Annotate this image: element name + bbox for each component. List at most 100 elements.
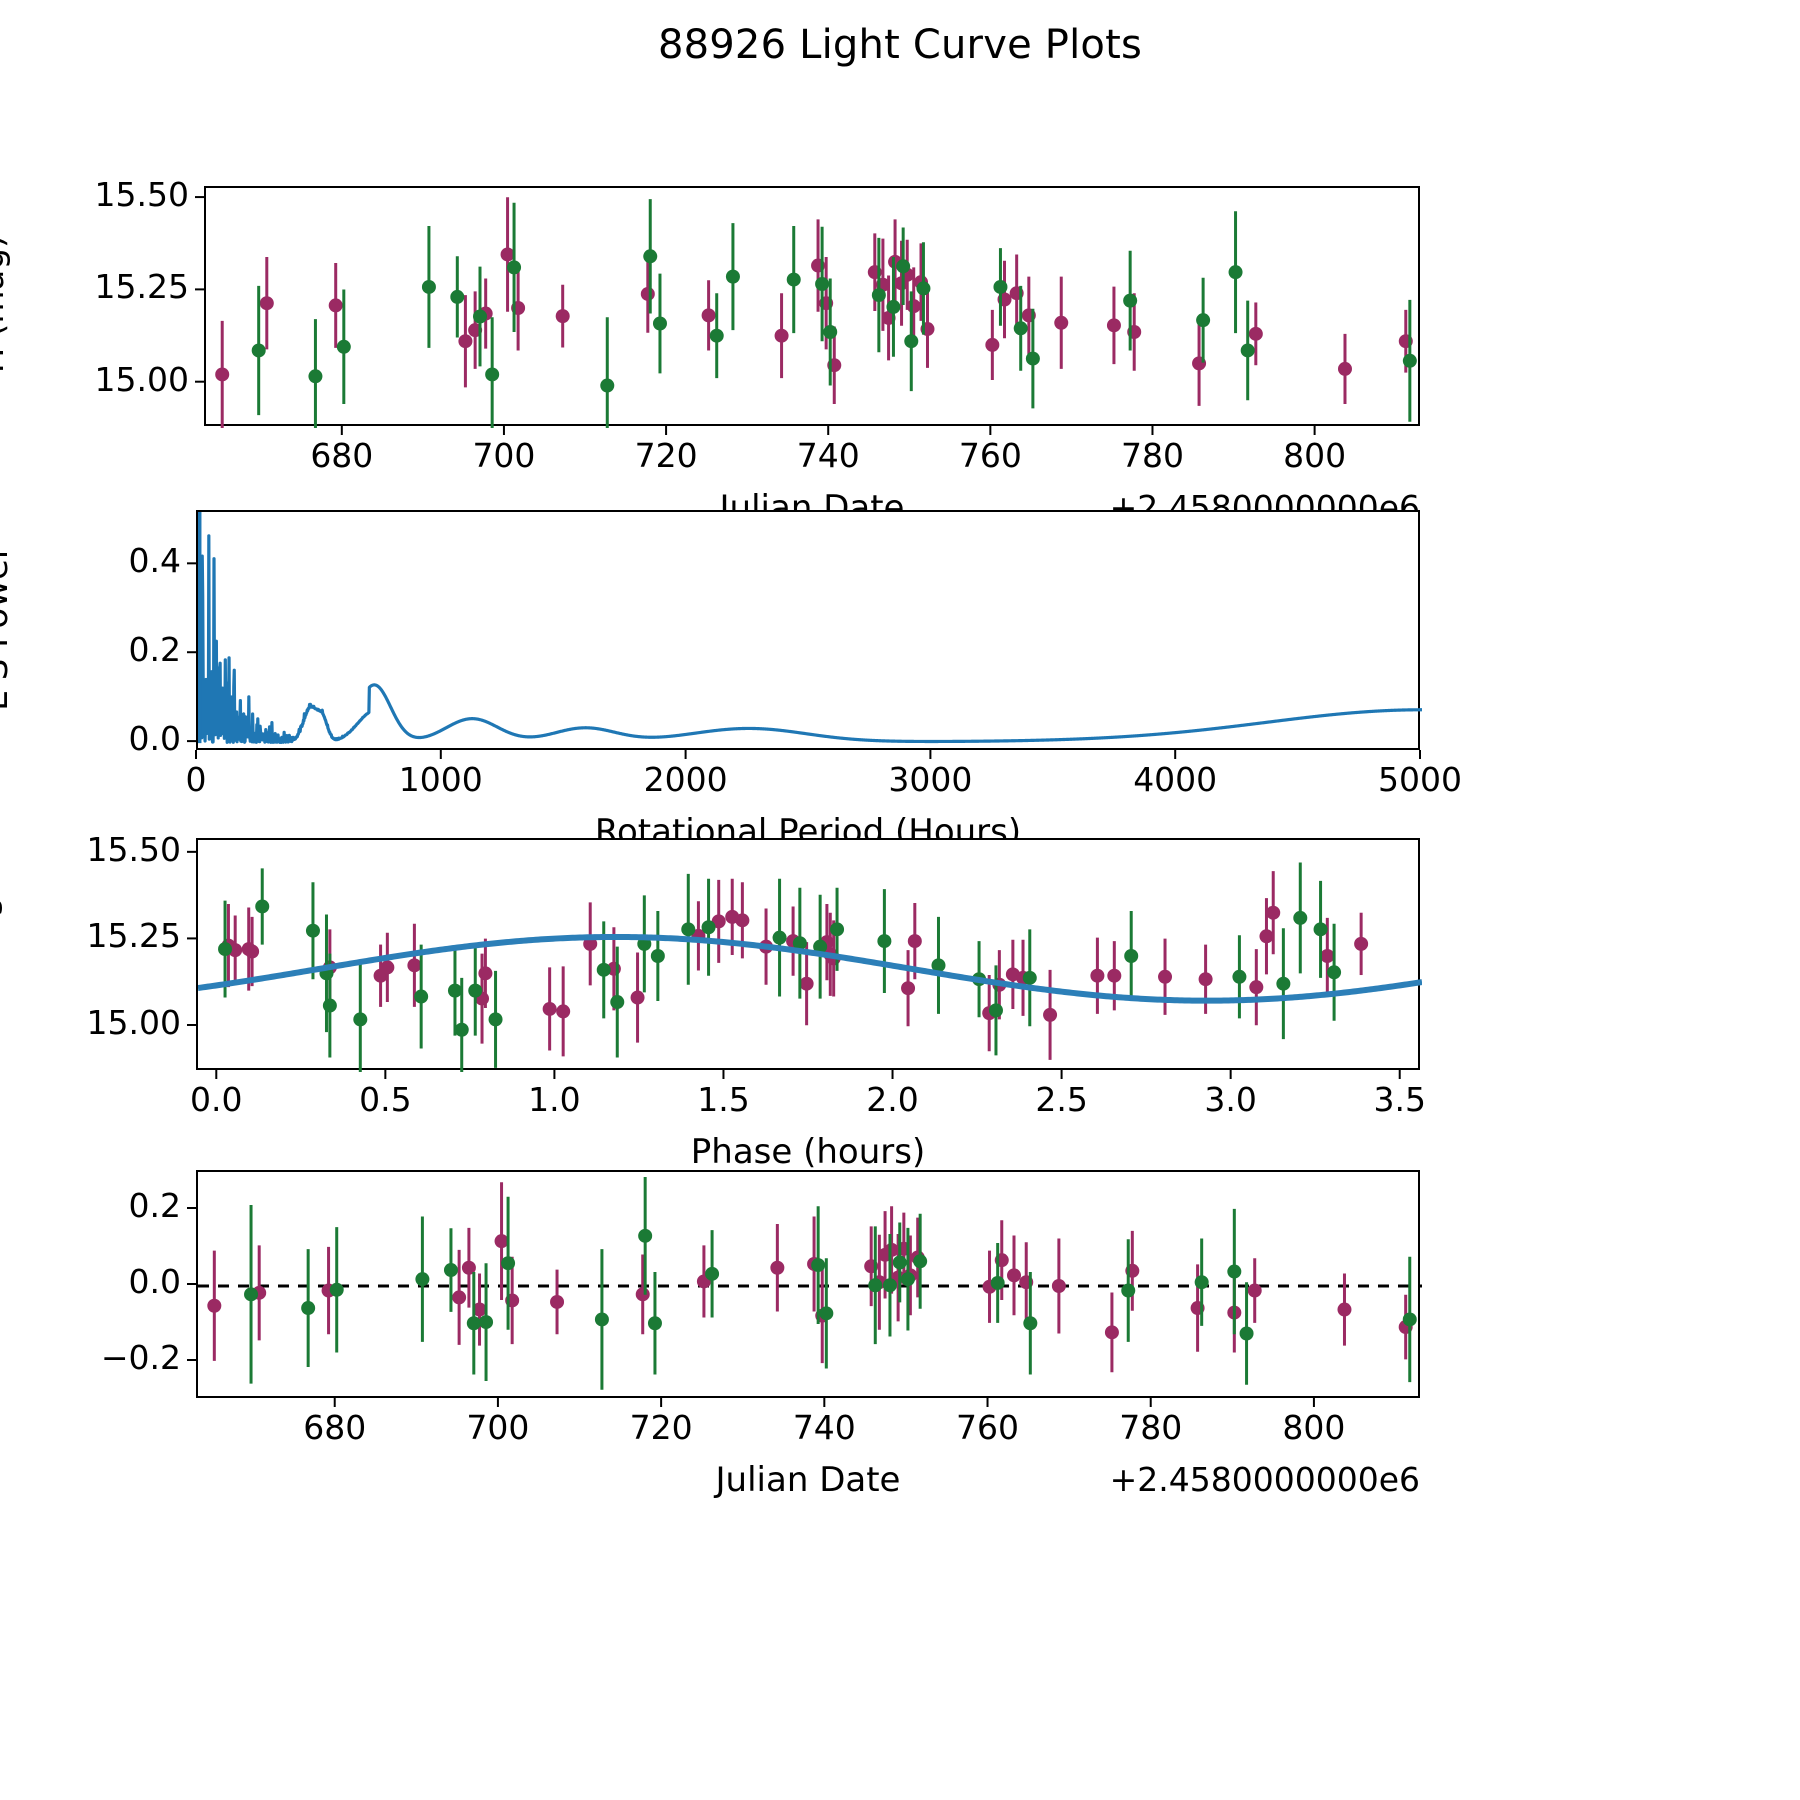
- data-point: [882, 1278, 897, 1293]
- phase-x-tick-label: 0.5: [359, 1080, 412, 1119]
- phase-y-tick-label: 15.50: [86, 829, 181, 869]
- data-point: [255, 899, 270, 914]
- residuals-plot-area: [198, 1176, 1422, 1390]
- residuals-x-tick-label: 680: [303, 1408, 367, 1447]
- data-point: [988, 1003, 1003, 1018]
- data-point: [251, 343, 266, 358]
- data-point: [1320, 949, 1335, 963]
- data-point: [443, 1263, 458, 1278]
- data-point: [421, 279, 436, 294]
- data-point: [884, 1242, 899, 1257]
- phase-x-tick-label: 0.0: [190, 1080, 243, 1119]
- data-point: [823, 325, 838, 339]
- phase-y-tick-label: 15.00: [86, 1002, 181, 1042]
- data-point: [207, 1298, 222, 1313]
- periodogram-x-tick-label: 1000: [398, 760, 483, 799]
- data-point: [647, 1316, 662, 1331]
- data-point: [1007, 1268, 1021, 1283]
- data-point: [407, 958, 422, 973]
- data-point: [353, 1012, 368, 1027]
- data-point: [640, 286, 655, 301]
- data-point: [1025, 351, 1040, 366]
- periodogram-x-tick-label: 4000: [1133, 760, 1218, 799]
- data-point: [244, 1287, 259, 1302]
- data-point: [643, 249, 658, 264]
- phase-x-tick-label: 3.0: [1204, 1080, 1257, 1119]
- data-point: [542, 1001, 557, 1016]
- data-point: [1023, 1316, 1038, 1331]
- data-point: [906, 299, 921, 314]
- data-point: [322, 998, 337, 1013]
- data-point: [500, 247, 515, 262]
- data-point: [1013, 321, 1028, 336]
- periodogram-y-tick-label: 0.2: [128, 630, 181, 670]
- data-point: [635, 1287, 650, 1302]
- lightcurve-x-tick-label: 780: [1120, 436, 1184, 475]
- data-point: [681, 922, 696, 937]
- data-point: [308, 369, 323, 384]
- lightcurve-y-tick-label: 15.00: [94, 359, 189, 399]
- data-point: [583, 936, 598, 951]
- data-point: [901, 981, 916, 996]
- data-point: [735, 913, 750, 928]
- data-point: [1327, 965, 1342, 980]
- data-point: [259, 296, 274, 311]
- data-point: [1240, 343, 1255, 358]
- data-point: [711, 914, 726, 929]
- data-point: [594, 1312, 609, 1327]
- data-point: [1313, 922, 1328, 937]
- data-point: [454, 1022, 469, 1037]
- data-point: [1402, 353, 1417, 368]
- data-point: [1337, 361, 1352, 376]
- data-point: [913, 1254, 928, 1269]
- data-point: [329, 1282, 344, 1297]
- data-point: [1276, 976, 1291, 991]
- periodogram-x-tick-label: 2000: [643, 760, 728, 799]
- data-point: [600, 378, 615, 393]
- data-point: [458, 334, 473, 349]
- data-point: [892, 1255, 907, 1270]
- residuals-x-tick-label: 740: [792, 1408, 856, 1447]
- data-point: [1247, 1283, 1262, 1298]
- data-point: [472, 1302, 487, 1317]
- data-point: [414, 989, 429, 1004]
- data-point: [985, 337, 1000, 352]
- data-point: [336, 339, 351, 354]
- data-point: [1051, 1279, 1066, 1293]
- data-point: [652, 316, 667, 331]
- data-point: [478, 966, 493, 981]
- phase-y-tick-label: 15.25: [86, 916, 181, 956]
- phase-x-tick-label: 2.5: [1035, 1080, 1088, 1119]
- data-series-magenta: [207, 1182, 1413, 1373]
- data-series-green: [244, 1176, 1417, 1390]
- data-series-magenta: [215, 197, 1413, 428]
- data-point: [1293, 910, 1308, 925]
- lightcurve-x-tick-label: 800: [1283, 436, 1347, 475]
- periodogram-x-tick-label: 5000: [1378, 760, 1462, 799]
- periodogram-y-tick-label: 0.0: [128, 719, 181, 759]
- data-point: [215, 367, 230, 382]
- periodogram-plot-area: [198, 512, 1422, 744]
- data-point: [907, 934, 922, 949]
- data-point: [650, 949, 665, 963]
- lightcurve-x-tick-label: 760: [958, 436, 1022, 475]
- data-point: [450, 289, 465, 304]
- data-point: [1194, 1275, 1209, 1290]
- data-point: [1248, 326, 1263, 341]
- data-point: [1124, 949, 1139, 963]
- lightcurve-x-tick-label: 720: [634, 436, 698, 475]
- data-point: [1239, 1326, 1254, 1341]
- data-point: [792, 936, 807, 951]
- periodogram-x-tick-label: 0: [185, 760, 207, 799]
- data-point: [1196, 313, 1211, 328]
- data-point: [868, 1278, 883, 1293]
- data-point: [1158, 969, 1173, 984]
- residuals-x-tick-label: 800: [1282, 1408, 1346, 1447]
- residuals-x-offset-label: +2.4580000000e6: [1109, 1460, 1420, 1499]
- data-series-magenta: [221, 871, 1369, 1060]
- data-point: [1121, 1283, 1136, 1298]
- data-point: [461, 1260, 476, 1275]
- data-point: [415, 1272, 430, 1287]
- data-point: [485, 367, 500, 382]
